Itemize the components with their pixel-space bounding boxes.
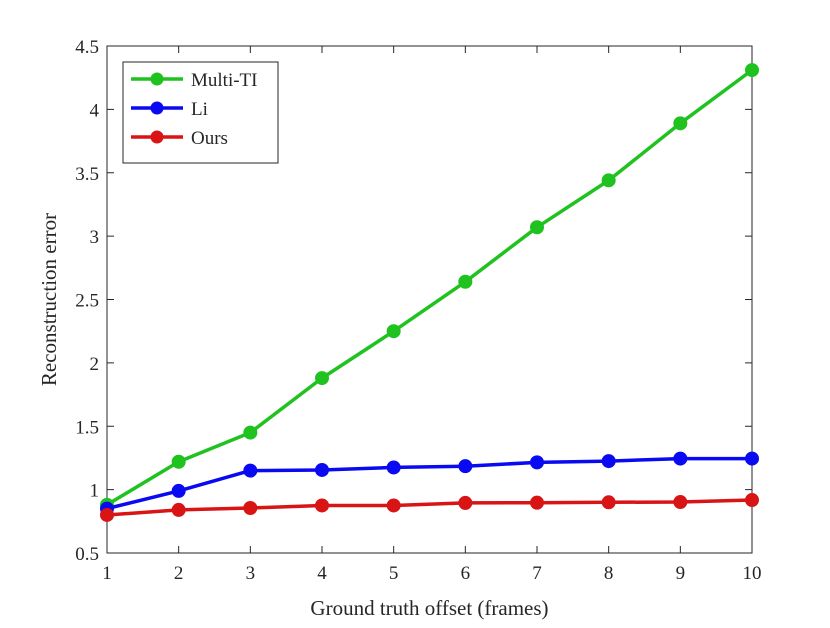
data-point-ours <box>601 495 616 510</box>
data-point-ours <box>745 493 759 508</box>
data-point-li <box>530 455 544 470</box>
data-point-ours <box>171 502 186 517</box>
data-point-multi-ti <box>315 371 329 386</box>
series-line-li <box>106 456 752 511</box>
y-tick-label: 0.5 <box>75 544 99 565</box>
x-tick-label: 7 <box>532 563 542 584</box>
data-point-ours <box>530 495 544 510</box>
data-point-li <box>386 460 401 475</box>
x-tick-label: 8 <box>604 563 614 584</box>
legend-label: Li <box>191 99 208 120</box>
data-point-ours <box>243 501 258 516</box>
data-point-multi-ti <box>601 173 616 188</box>
data-point-ours <box>458 495 473 510</box>
x-tick-label: 1 <box>102 563 112 584</box>
data-point-li <box>745 451 759 466</box>
y-tick-label: 1 <box>90 481 100 502</box>
legend-swatch-marker <box>150 72 164 86</box>
legend-swatch-marker <box>150 101 164 115</box>
data-point-ours <box>673 495 688 510</box>
y-tick-label: 1.5 <box>75 417 99 438</box>
data-point-li <box>673 451 688 466</box>
data-point-multi-ti <box>171 454 186 469</box>
data-point-multi-ti <box>386 324 401 339</box>
x-tick-label: 5 <box>389 563 399 584</box>
tick-marks <box>106 45 753 554</box>
y-axis-label: Reconstruction error <box>37 213 61 386</box>
legend-label: Ours <box>191 128 228 149</box>
data-point-li <box>601 454 616 469</box>
x-tick-label: 2 <box>174 563 184 584</box>
x-tick-label: 6 <box>461 563 471 584</box>
data-point-li <box>243 463 258 478</box>
data-point-multi-ti <box>673 116 688 131</box>
legend: Multi-TI Li Ours <box>122 61 279 164</box>
data-point-ours <box>315 498 329 513</box>
x-tick-label: 10 <box>743 563 762 584</box>
data-point-ours <box>386 498 401 513</box>
y-tick-label: 4.5 <box>75 37 99 58</box>
x-tick-label: 4 <box>317 563 327 584</box>
data-point-li <box>315 462 329 477</box>
data-point-li <box>171 483 186 498</box>
y-tick-label: 2.5 <box>75 291 99 312</box>
series-line-multi-ti <box>106 68 754 507</box>
data-point-multi-ti <box>745 63 759 78</box>
y-tick-label: 3.5 <box>75 164 99 185</box>
x-tick-label: 3 <box>246 563 256 584</box>
x-tick-label: 9 <box>676 563 686 584</box>
y-tick-label: 2 <box>90 354 100 375</box>
legend-swatch-marker <box>150 130 164 144</box>
data-point-multi-ti <box>458 274 473 289</box>
y-tick-label: 3 <box>90 227 100 248</box>
data-point-li <box>458 459 473 474</box>
series-lines <box>100 63 759 522</box>
y-tick-label: 4 <box>90 100 100 121</box>
tick-labels: 1 2 3 4 5 6 7 8 9 100.511.522.533.544.5 <box>75 37 761 584</box>
x-axis-label: Ground truth offset (frames) <box>310 596 548 620</box>
data-point-multi-ti <box>530 220 544 235</box>
legend-label: Multi-TI <box>191 70 258 91</box>
data-point-multi-ti <box>243 425 258 440</box>
data-point-ours <box>100 507 114 522</box>
series-line-ours <box>106 498 753 517</box>
